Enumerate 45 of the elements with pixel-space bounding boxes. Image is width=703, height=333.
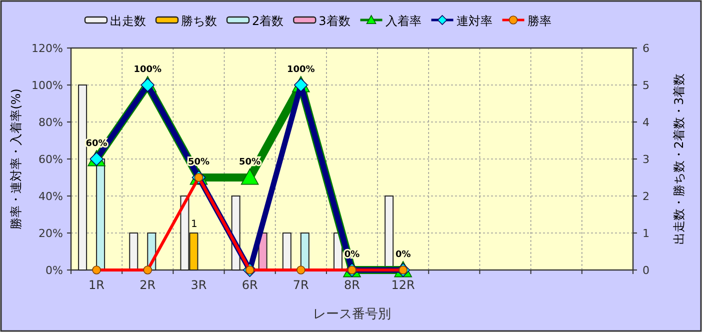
x-tick-label: 8R — [344, 278, 360, 292]
x-tick-label: 7R — [292, 278, 309, 292]
y-tick-label: 80% — [38, 116, 63, 129]
data-label: 1 — [191, 219, 198, 230]
y2-tick-label: 5 — [642, 79, 650, 92]
legend-label: 3着数 — [318, 14, 350, 28]
y2-tick-label: 1 — [642, 227, 650, 240]
x-tick-label: 6R — [242, 278, 258, 292]
y2-tick-label: 3 — [642, 153, 650, 166]
y2-tick-label: 0 — [642, 264, 650, 277]
x-tick-label: 2R — [140, 278, 156, 292]
legend-label: 連対率 — [456, 14, 492, 28]
bar — [96, 158, 106, 270]
legend-label: 出走数 — [110, 14, 146, 28]
legend-label: 勝率 — [527, 14, 552, 28]
y-tick-label: 100% — [32, 79, 63, 92]
y-tick-label: 0% — [46, 264, 63, 277]
x-axis-title: レース番号別 — [313, 307, 391, 322]
y-tick-label: 120% — [32, 42, 63, 55]
legend-label: 勝ち数 — [181, 14, 217, 28]
y2-tick-label: 4 — [642, 116, 650, 129]
data-label: 100% — [287, 65, 315, 75]
x-tick-label: 12R — [391, 278, 415, 292]
data-label: 0% — [395, 250, 411, 260]
bar — [129, 232, 138, 270]
point — [143, 266, 152, 274]
data-label: 0% — [344, 250, 360, 260]
x-tick-label: 3R — [190, 278, 207, 292]
point — [92, 266, 101, 274]
y-axis-title: 勝率・連対率・入着率(%) — [9, 88, 23, 230]
y2-tick-label: 2 — [642, 190, 650, 203]
x-tick-label: 1R — [88, 278, 105, 292]
legend-label: 2着数 — [252, 14, 284, 28]
bar — [282, 232, 292, 270]
point — [296, 266, 306, 274]
y2-tick-label: 6 — [642, 42, 650, 55]
y2-axis-title: 出走数・勝ち数・2着数・3着数 — [672, 73, 686, 245]
bar — [300, 232, 310, 270]
bar — [78, 84, 88, 270]
y-tick-label: 20% — [38, 227, 63, 240]
legend-label: 入着率 — [385, 14, 422, 28]
data-label: 100% — [134, 65, 162, 75]
y-tick-label: 60% — [38, 153, 63, 166]
point — [240, 168, 259, 185]
y-tick-label: 40% — [38, 190, 63, 203]
